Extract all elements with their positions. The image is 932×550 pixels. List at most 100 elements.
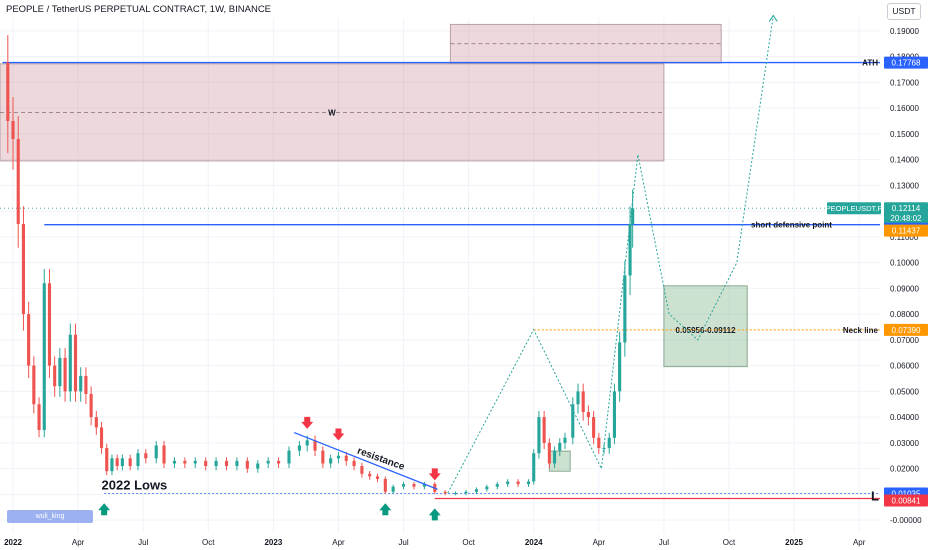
candle-body [412, 484, 415, 487]
x-tick-label: Jul [138, 538, 148, 547]
candle-body [608, 438, 611, 448]
candle-body [136, 453, 139, 466]
l-label: L [871, 488, 879, 503]
y-tick-label: 0.19000 [890, 27, 919, 36]
candle-body [100, 427, 103, 448]
candle-body [74, 335, 77, 392]
candle-body [543, 417, 546, 443]
candle-body [173, 461, 176, 464]
candle-body [537, 417, 540, 453]
y-tick-label: 0.17000 [890, 78, 919, 87]
candle-body [368, 474, 371, 477]
candle-body [392, 487, 395, 492]
y-tick-label: 0.09000 [890, 284, 919, 293]
candle-body [576, 391, 579, 404]
candle-body [69, 335, 72, 392]
candle-body [527, 482, 530, 485]
candle-body [353, 461, 356, 466]
x-tick-label: Oct [202, 538, 215, 547]
candle-body [162, 445, 165, 463]
candle-body [402, 484, 405, 487]
candle-body [496, 484, 499, 487]
candle-body [602, 448, 605, 449]
candle-body [485, 487, 488, 490]
orange-price-tag: 0.11437 [892, 227, 921, 236]
x-tick-label: 2025 [785, 538, 803, 547]
candle-body [532, 453, 535, 481]
candle-body [53, 366, 56, 387]
candle-body [17, 139, 20, 224]
down-arrow-icon [332, 428, 344, 440]
candle-body [587, 412, 590, 417]
countdown-tag: 20:48:02 [890, 214, 922, 223]
candle-body [64, 358, 67, 391]
current-price-tag: 0.12114 [892, 204, 921, 213]
candle-body [194, 461, 197, 464]
candle-body [32, 366, 35, 405]
neck-line-label: Neck line [843, 326, 879, 335]
y-tick-label: 0.13000 [890, 181, 919, 190]
candle-body [618, 342, 621, 391]
candle-body [475, 489, 478, 492]
candle-body [464, 492, 467, 493]
candle-body [623, 276, 626, 343]
candle-body [306, 440, 309, 445]
candle-body [11, 121, 14, 139]
y-tick-label: 0.07000 [890, 336, 919, 345]
candle-body [95, 417, 98, 427]
candle-body [43, 283, 46, 430]
up-arrow-icon [98, 503, 110, 515]
ath-label: ATH [862, 59, 878, 68]
y-tick-label: 0.05000 [890, 387, 919, 396]
projection-arrow-icon [769, 15, 777, 21]
candle-body [298, 445, 301, 450]
candle-body [444, 492, 447, 493]
candle-body [183, 461, 186, 464]
up-arrow-icon [429, 508, 441, 520]
candle-body [553, 451, 556, 464]
candle-body [506, 482, 509, 485]
currency-button[interactable]: USDT [887, 3, 921, 20]
candle-body [277, 461, 280, 464]
candle-body [287, 451, 290, 464]
candle-body [90, 394, 93, 417]
candle-body [58, 358, 61, 386]
watermark: wuli_king [7, 510, 93, 523]
x-tick-label: Oct [723, 538, 736, 547]
x-tick-label: Apr [853, 538, 866, 547]
candle-body [37, 404, 40, 430]
y-tick-label: 0.10000 [890, 259, 919, 268]
y-tick-label: 0.08000 [890, 310, 919, 319]
supply-zone-label: W [328, 108, 336, 117]
candle-body [613, 391, 616, 437]
candle-body [256, 463, 259, 468]
x-tick-label: 2023 [264, 538, 282, 547]
candle-body [267, 461, 270, 464]
candle-body [225, 461, 228, 466]
candle-body [215, 461, 218, 466]
candle-body [548, 443, 551, 464]
candle-body [6, 63, 9, 121]
candle-body [84, 376, 87, 394]
candle-body [597, 438, 600, 448]
candle-body [204, 461, 207, 466]
y-tick-label: 0.14000 [890, 156, 919, 165]
candle-body [235, 461, 238, 466]
lows-label: 2022 Lows [102, 477, 168, 492]
y-tick-label: 0.04000 [890, 413, 919, 422]
symbol-tag: PEOPLEUSDT.P [826, 204, 883, 213]
candle-body [384, 479, 387, 492]
candle-body [582, 391, 585, 412]
x-tick-label: Apr [332, 538, 345, 547]
candle-body [116, 458, 119, 466]
candle-body [129, 458, 132, 466]
candle-body [22, 224, 25, 314]
candle-body [79, 376, 82, 391]
zones: W0.05956-0.09112 [0, 24, 747, 471]
resistance-line [294, 433, 437, 490]
y-tick-label: 0.06000 [890, 362, 919, 371]
y-tick-label: 0.03000 [890, 439, 919, 448]
candle-body [558, 443, 561, 451]
x-tick-label: Oct [462, 538, 475, 547]
